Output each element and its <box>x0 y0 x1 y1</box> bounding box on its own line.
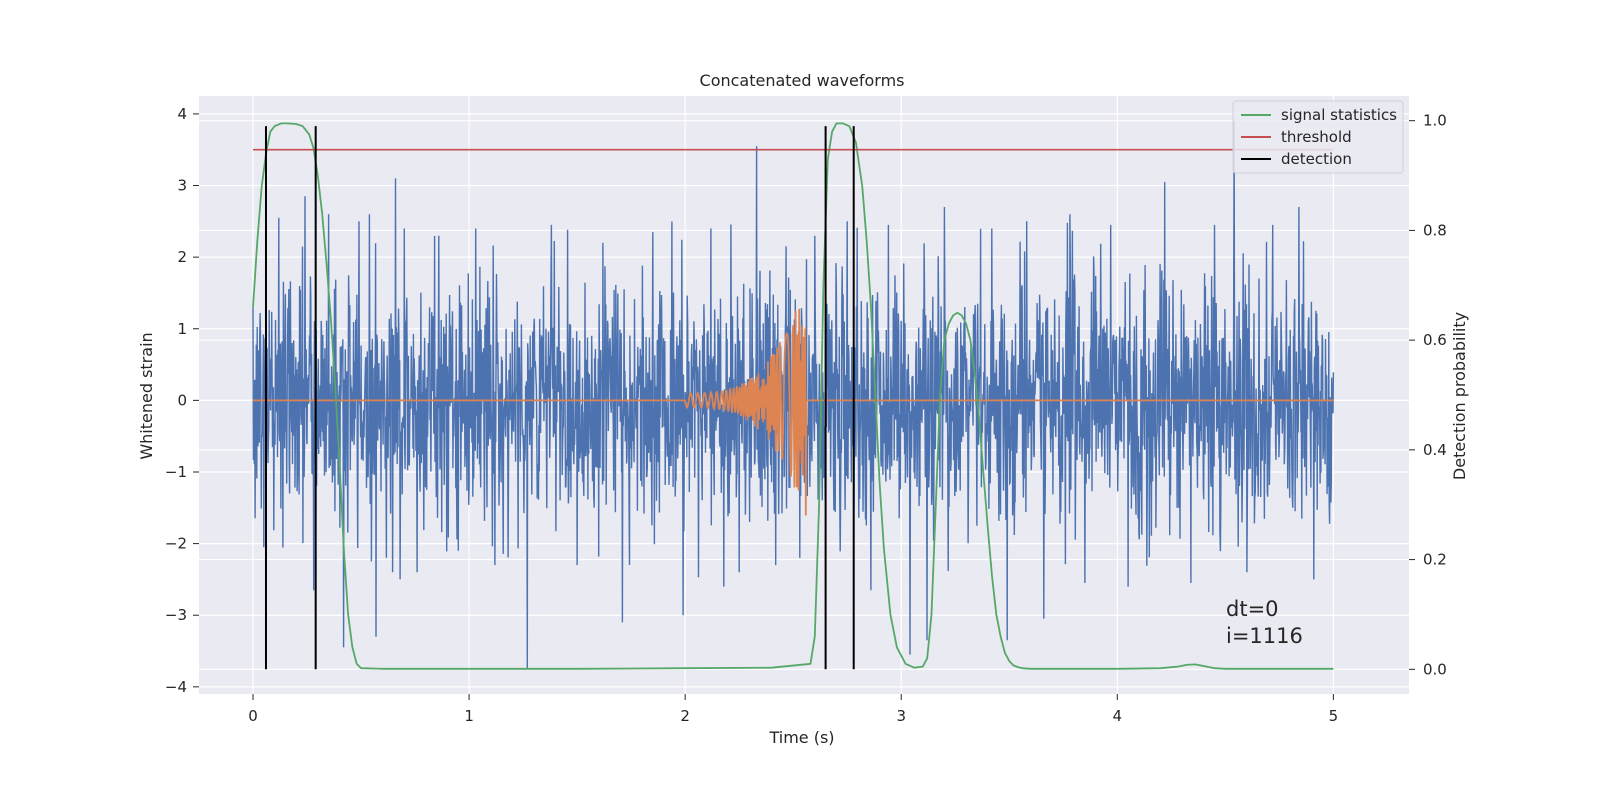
y-tick-label-6: 2 <box>177 248 187 266</box>
x-axis-label: Time (s) <box>768 728 834 747</box>
y-tick-label-5: 1 <box>177 320 187 338</box>
y-right-tick-label-3: 0.6 <box>1423 331 1447 349</box>
legend-label-0: signal statistics <box>1281 106 1397 124</box>
y-tick-label-7: 3 <box>177 177 187 195</box>
y-right-tick-label-0: 0.0 <box>1423 660 1447 678</box>
y-tick-label-0: −4 <box>165 678 187 696</box>
y-tick-label-8: 4 <box>177 105 187 123</box>
legend: signal statistics threshold detection <box>1232 100 1404 174</box>
y-axis-label: Whitened strain <box>137 332 156 459</box>
legend-label-2: detection <box>1281 150 1352 168</box>
x-tick-label-0: 0 <box>248 707 258 725</box>
y-right-tick-label-4: 0.8 <box>1423 221 1447 239</box>
x-axis: 0 1 2 3 4 5 <box>248 694 1338 725</box>
x-tick-label-3: 3 <box>896 707 906 725</box>
y-right-tick-label-1: 0.2 <box>1423 551 1447 569</box>
legend-label-1: threshold <box>1281 128 1352 146</box>
y-axis-right: 0.0 0.2 0.4 0.6 0.8 1.0 <box>1409 112 1447 678</box>
chart-title: Concatenated waveforms <box>700 71 905 90</box>
annotation-i: i=1116 <box>1226 624 1303 648</box>
y-right-tick-label-5: 1.0 <box>1423 112 1447 130</box>
y-tick-label-4: 0 <box>177 391 187 409</box>
x-tick-label-4: 4 <box>1113 707 1123 725</box>
y-tick-label-1: −3 <box>165 606 187 624</box>
series-chirp <box>253 308 1334 516</box>
legend-box <box>1232 100 1404 174</box>
x-tick-label-2: 2 <box>680 707 690 725</box>
x-tick-label-1: 1 <box>464 707 474 725</box>
x-tick-label-5: 5 <box>1329 707 1339 725</box>
y-tick-label-3: −1 <box>165 463 187 481</box>
series-signal-statistics <box>252 122 1334 670</box>
annotation-dt: dt=0 <box>1226 597 1279 621</box>
plot-area <box>252 121 1335 670</box>
y-right-tick-label-2: 0.4 <box>1423 441 1447 459</box>
y-axis-right-label: Detection probability <box>1450 312 1469 480</box>
y-axis-left: −4 −3 −2 −1 0 1 2 3 4 <box>165 105 199 696</box>
y-tick-label-2: −2 <box>165 535 187 553</box>
